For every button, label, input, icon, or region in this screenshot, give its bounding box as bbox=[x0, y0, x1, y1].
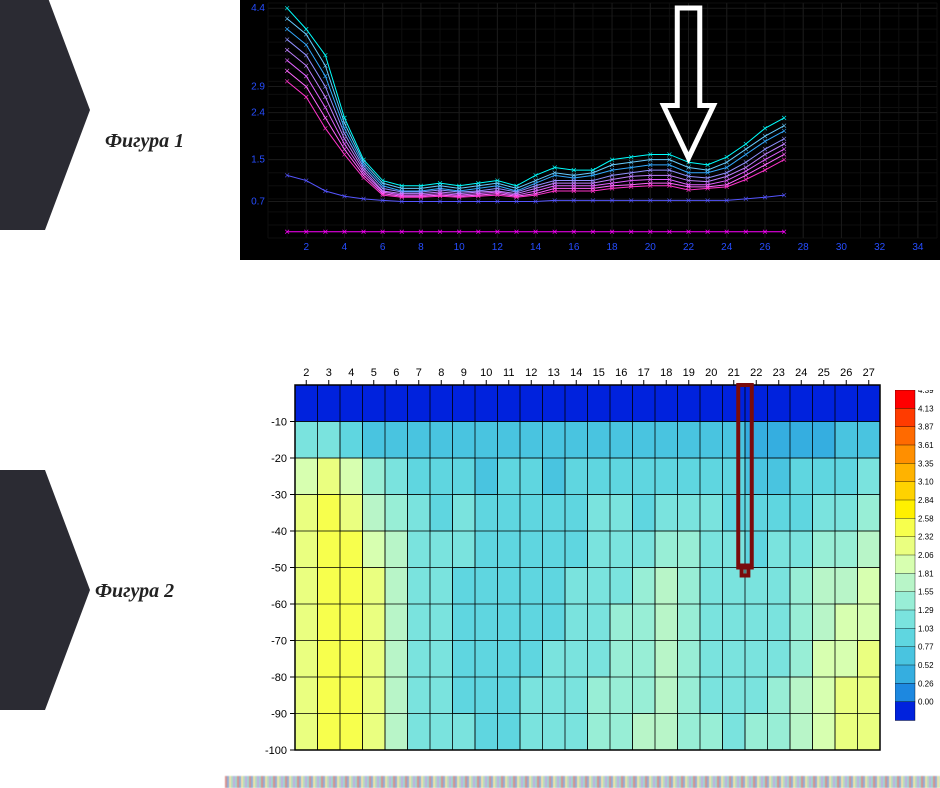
svg-text:20: 20 bbox=[645, 242, 657, 253]
figure-1-chart: 2468101214161820222426283032340.71.52.42… bbox=[240, 0, 940, 260]
svg-text:12: 12 bbox=[492, 242, 504, 253]
svg-text:34: 34 bbox=[912, 242, 924, 253]
svg-text:0.7: 0.7 bbox=[251, 196, 265, 207]
svg-text:0.77: 0.77 bbox=[918, 643, 934, 652]
svg-text:25: 25 bbox=[818, 367, 830, 379]
svg-text:7: 7 bbox=[416, 367, 422, 379]
svg-text:24: 24 bbox=[721, 242, 733, 253]
svg-text:16: 16 bbox=[615, 367, 627, 379]
svg-text:2: 2 bbox=[303, 242, 309, 253]
svg-text:6: 6 bbox=[393, 367, 399, 379]
svg-text:-20: -20 bbox=[271, 453, 287, 465]
svg-text:-100: -100 bbox=[265, 745, 287, 755]
svg-text:4: 4 bbox=[348, 367, 354, 379]
svg-text:27: 27 bbox=[863, 367, 875, 379]
left-decor-arrow-2 bbox=[0, 470, 90, 710]
fig2-label: Фигура 2 bbox=[95, 580, 174, 603]
svg-text:3: 3 bbox=[326, 367, 332, 379]
svg-text:23: 23 bbox=[773, 367, 785, 379]
svg-text:4.4: 4.4 bbox=[251, 3, 265, 14]
svg-text:4.39: 4.39 bbox=[918, 390, 934, 395]
svg-text:6: 6 bbox=[380, 242, 386, 253]
svg-text:19: 19 bbox=[683, 367, 695, 379]
svg-text:1.81: 1.81 bbox=[918, 569, 934, 578]
svg-text:17: 17 bbox=[638, 367, 650, 379]
svg-text:5: 5 bbox=[371, 367, 377, 379]
svg-text:-90: -90 bbox=[271, 709, 287, 721]
svg-text:26: 26 bbox=[840, 367, 852, 379]
svg-text:18: 18 bbox=[606, 242, 618, 253]
svg-text:9: 9 bbox=[461, 367, 467, 379]
bottom-noise-strip bbox=[225, 776, 940, 788]
svg-text:8: 8 bbox=[418, 242, 424, 253]
figure-2-colorbar: 4.39 4.13 3.87 3.61 3.35 3.10 2.84 2.58 2.32 2.06… bbox=[895, 390, 940, 730]
svg-text:-30: -30 bbox=[271, 490, 287, 502]
svg-text:18: 18 bbox=[660, 367, 672, 379]
svg-text:1.5: 1.5 bbox=[251, 155, 265, 166]
svg-text:20: 20 bbox=[705, 367, 717, 379]
svg-text:-40: -40 bbox=[271, 526, 287, 538]
svg-text:13: 13 bbox=[548, 367, 560, 379]
fig1-label: Фигура 1 bbox=[105, 130, 184, 153]
svg-text:12: 12 bbox=[525, 367, 537, 379]
left-decor-arrow-1 bbox=[0, 0, 90, 230]
svg-text:2.58: 2.58 bbox=[918, 514, 934, 523]
svg-text:-80: -80 bbox=[271, 672, 287, 684]
svg-text:3.35: 3.35 bbox=[918, 459, 934, 468]
svg-text:1.03: 1.03 bbox=[918, 624, 934, 633]
svg-text:1.55: 1.55 bbox=[918, 588, 934, 597]
svg-text:21: 21 bbox=[728, 367, 740, 379]
svg-text:-70: -70 bbox=[271, 636, 287, 648]
svg-text:4: 4 bbox=[342, 242, 348, 253]
svg-text:2.84: 2.84 bbox=[918, 496, 934, 505]
svg-text:8: 8 bbox=[438, 367, 444, 379]
svg-text:0.00: 0.00 bbox=[918, 698, 934, 707]
svg-text:14: 14 bbox=[530, 242, 542, 253]
svg-text:26: 26 bbox=[759, 242, 771, 253]
svg-text:2.06: 2.06 bbox=[918, 551, 934, 560]
svg-text:16: 16 bbox=[568, 242, 580, 253]
svg-text:32: 32 bbox=[874, 242, 886, 253]
svg-text:22: 22 bbox=[683, 242, 695, 253]
svg-text:2.4: 2.4 bbox=[251, 108, 265, 119]
svg-text:4.13: 4.13 bbox=[918, 404, 934, 413]
svg-text:22: 22 bbox=[750, 367, 762, 379]
svg-text:-60: -60 bbox=[271, 599, 287, 611]
svg-text:0.26: 0.26 bbox=[918, 679, 934, 688]
svg-text:28: 28 bbox=[798, 242, 810, 253]
svg-text:24: 24 bbox=[795, 367, 807, 379]
svg-text:30: 30 bbox=[836, 242, 848, 253]
svg-text:15: 15 bbox=[593, 367, 605, 379]
svg-text:2.32: 2.32 bbox=[918, 533, 934, 542]
svg-text:2: 2 bbox=[303, 367, 309, 379]
svg-text:0.52: 0.52 bbox=[918, 661, 934, 670]
svg-text:3.10: 3.10 bbox=[918, 478, 934, 487]
svg-text:1.29: 1.29 bbox=[918, 606, 934, 615]
svg-text:10: 10 bbox=[480, 367, 492, 379]
svg-text:14: 14 bbox=[570, 367, 582, 379]
figure-2-heatmap: 2345678910111213141516171819202122232425… bbox=[245, 355, 885, 755]
svg-text:-50: -50 bbox=[271, 563, 287, 575]
svg-text:11: 11 bbox=[503, 367, 514, 379]
svg-text:10: 10 bbox=[454, 242, 466, 253]
svg-text:3.61: 3.61 bbox=[918, 441, 934, 450]
svg-text:2.9: 2.9 bbox=[251, 82, 265, 93]
svg-text:3.87: 3.87 bbox=[918, 423, 934, 432]
svg-text:-10: -10 bbox=[271, 417, 287, 429]
